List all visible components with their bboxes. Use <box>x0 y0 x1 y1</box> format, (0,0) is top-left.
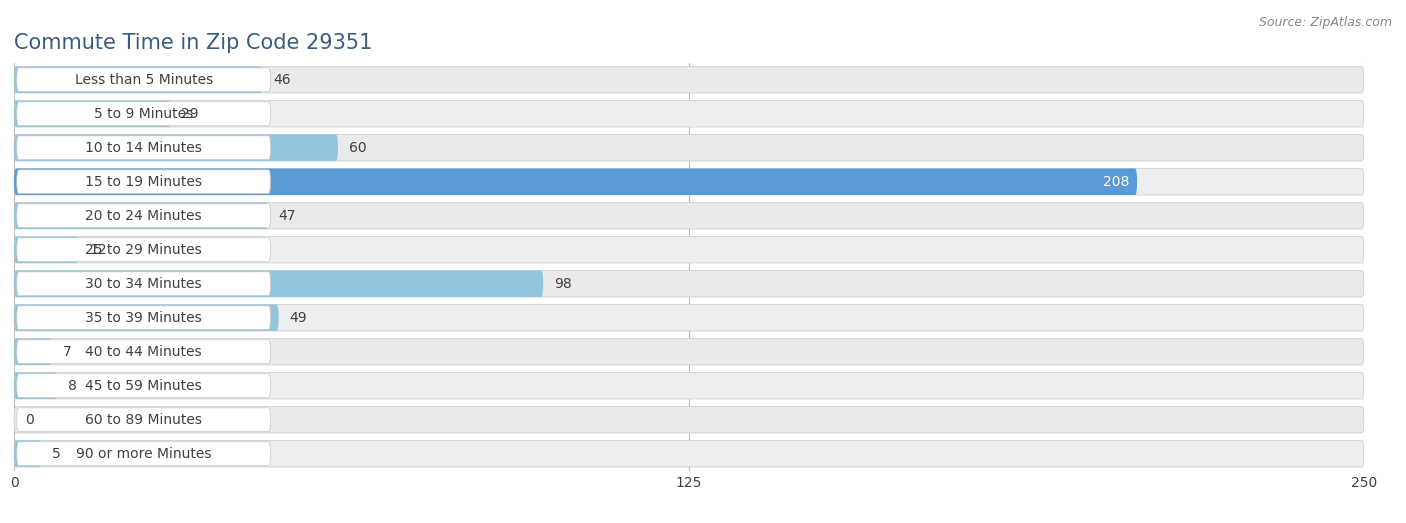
Text: Source: ZipAtlas.com: Source: ZipAtlas.com <box>1258 16 1392 29</box>
FancyBboxPatch shape <box>14 440 41 467</box>
FancyBboxPatch shape <box>17 442 270 465</box>
Text: 45 to 59 Minutes: 45 to 59 Minutes <box>86 379 202 393</box>
Text: 7: 7 <box>63 345 72 359</box>
FancyBboxPatch shape <box>14 202 1364 229</box>
FancyBboxPatch shape <box>14 304 278 331</box>
FancyBboxPatch shape <box>14 134 1364 161</box>
FancyBboxPatch shape <box>14 236 79 263</box>
Text: 46: 46 <box>273 73 291 87</box>
Text: 15 to 19 Minutes: 15 to 19 Minutes <box>86 175 202 189</box>
FancyBboxPatch shape <box>14 66 1364 93</box>
FancyBboxPatch shape <box>17 68 270 92</box>
FancyBboxPatch shape <box>17 374 270 397</box>
Text: Less than 5 Minutes: Less than 5 Minutes <box>75 73 212 87</box>
FancyBboxPatch shape <box>14 372 58 399</box>
FancyBboxPatch shape <box>14 202 267 229</box>
FancyBboxPatch shape <box>14 100 1364 127</box>
FancyBboxPatch shape <box>17 306 270 329</box>
Text: 20 to 24 Minutes: 20 to 24 Minutes <box>86 209 202 223</box>
Text: 25 to 29 Minutes: 25 to 29 Minutes <box>86 243 202 257</box>
FancyBboxPatch shape <box>17 238 270 262</box>
FancyBboxPatch shape <box>17 102 270 126</box>
FancyBboxPatch shape <box>17 170 270 194</box>
Text: 10 to 14 Minutes: 10 to 14 Minutes <box>86 141 202 155</box>
Text: 60 to 89 Minutes: 60 to 89 Minutes <box>86 413 202 427</box>
FancyBboxPatch shape <box>17 136 270 160</box>
Text: 8: 8 <box>67 379 77 393</box>
Text: 49: 49 <box>290 311 307 325</box>
FancyBboxPatch shape <box>17 204 270 228</box>
FancyBboxPatch shape <box>14 236 1364 263</box>
Text: 208: 208 <box>1102 175 1129 189</box>
FancyBboxPatch shape <box>14 304 1364 331</box>
Text: 0: 0 <box>25 413 34 427</box>
Text: 5 to 9 Minutes: 5 to 9 Minutes <box>94 107 193 121</box>
FancyBboxPatch shape <box>14 440 1364 467</box>
FancyBboxPatch shape <box>14 338 52 365</box>
FancyBboxPatch shape <box>17 272 270 295</box>
FancyBboxPatch shape <box>14 270 543 297</box>
FancyBboxPatch shape <box>14 66 263 93</box>
FancyBboxPatch shape <box>14 168 1137 195</box>
FancyBboxPatch shape <box>14 406 1364 433</box>
FancyBboxPatch shape <box>14 100 170 127</box>
Text: Commute Time in Zip Code 29351: Commute Time in Zip Code 29351 <box>14 33 373 53</box>
Text: 29: 29 <box>181 107 200 121</box>
FancyBboxPatch shape <box>14 270 1364 297</box>
FancyBboxPatch shape <box>17 408 270 431</box>
Text: 35 to 39 Minutes: 35 to 39 Minutes <box>86 311 202 325</box>
Text: 90 or more Minutes: 90 or more Minutes <box>76 447 211 461</box>
Text: 98: 98 <box>554 277 572 291</box>
FancyBboxPatch shape <box>14 338 1364 365</box>
FancyBboxPatch shape <box>17 340 270 363</box>
Text: 40 to 44 Minutes: 40 to 44 Minutes <box>86 345 202 359</box>
FancyBboxPatch shape <box>14 134 337 161</box>
Text: 30 to 34 Minutes: 30 to 34 Minutes <box>86 277 202 291</box>
Text: 47: 47 <box>278 209 297 223</box>
FancyBboxPatch shape <box>14 372 1364 399</box>
Text: 5: 5 <box>52 447 60 461</box>
FancyBboxPatch shape <box>14 168 1364 195</box>
Text: 12: 12 <box>90 243 107 257</box>
Text: 60: 60 <box>349 141 367 155</box>
